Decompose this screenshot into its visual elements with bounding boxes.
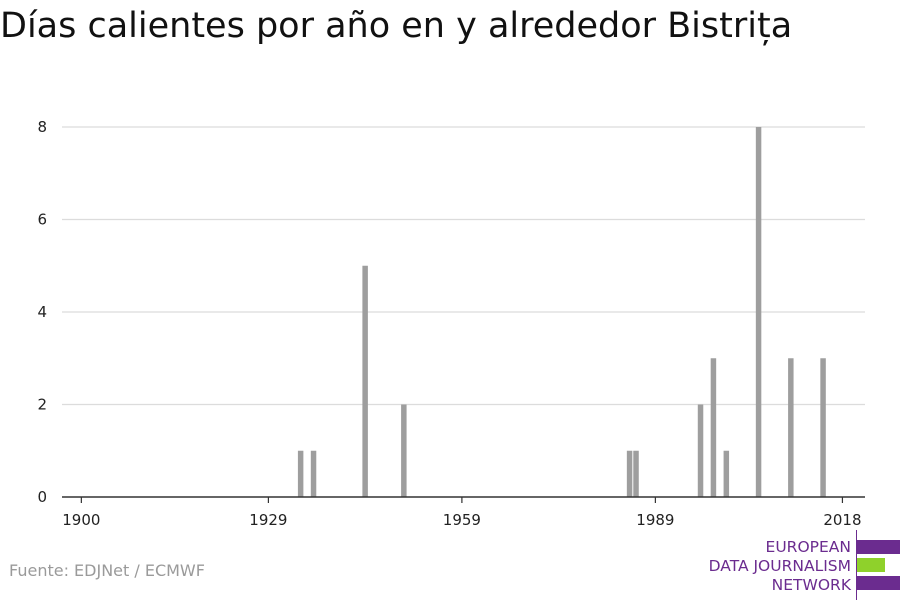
bar <box>755 127 762 497</box>
bars <box>297 127 826 497</box>
bar <box>633 450 639 497</box>
x-tick-label: 1900 <box>62 511 100 529</box>
source-credit: Fuente: EDJNet / ECMWF <box>9 561 205 580</box>
bar <box>297 450 304 497</box>
y-tick-label: 6 <box>37 211 47 229</box>
logo-line-3: NETWORK <box>771 576 851 594</box>
logo-bar-bottom <box>857 576 900 590</box>
gridlines <box>62 126 865 406</box>
logo-bar-top <box>857 540 900 554</box>
bar <box>788 358 794 497</box>
y-tick-label: 0 <box>37 488 47 506</box>
bar <box>401 404 407 497</box>
x-tick-label: 1959 <box>443 511 481 529</box>
y-tick-label: 8 <box>37 118 47 136</box>
bar <box>697 404 704 497</box>
logo-rule <box>856 530 857 600</box>
logo-line-2: DATA JOURNALISM <box>708 557 851 575</box>
edjnet-logo[interactable]: EUROPEAN DATA JOURNALISM NETWORK <box>700 530 900 600</box>
axes: 0 2 4 6 8 1900 1929 1959 1989 2018 <box>37 118 865 529</box>
bar <box>362 265 368 497</box>
x-tick-label: 2018 <box>823 511 861 529</box>
logo-line-1: EUROPEAN <box>765 538 851 556</box>
bar <box>723 450 730 497</box>
bar <box>626 450 633 497</box>
chart-title: Días calientes por año en y alrededor Bi… <box>0 6 793 46</box>
y-tick-label: 2 <box>37 396 47 414</box>
bar <box>310 450 317 497</box>
x-tick-label: 1929 <box>249 511 287 529</box>
logo-bar-middle <box>857 558 885 572</box>
x-tick-label: 1989 <box>636 511 674 529</box>
bar <box>710 358 717 497</box>
bar <box>820 358 826 497</box>
y-tick-label: 4 <box>37 303 47 321</box>
